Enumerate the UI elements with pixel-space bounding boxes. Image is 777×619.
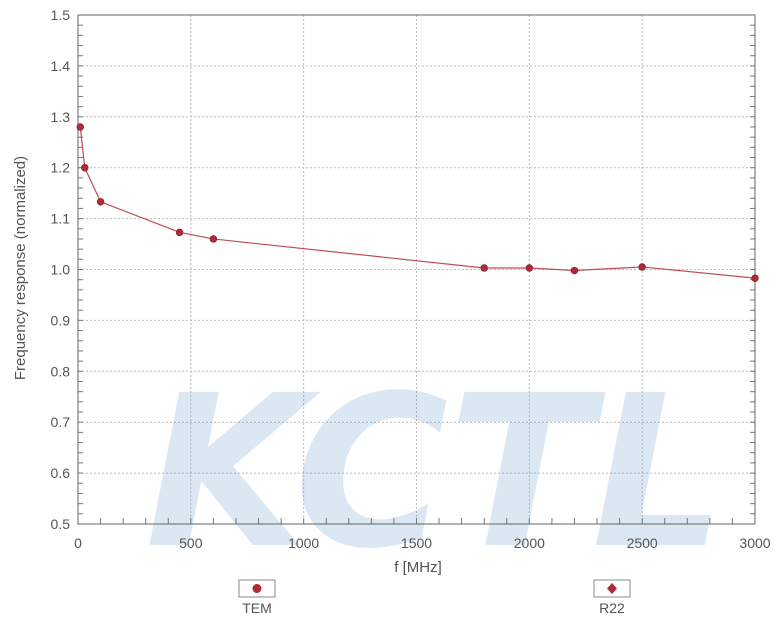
- x-tick-labels: 0 500 1000 1500 2000 2500 3000: [74, 535, 771, 551]
- x-tick-label: 2500: [627, 535, 658, 551]
- legend-label: TEM: [242, 600, 272, 616]
- x-tick-label: 3000: [739, 535, 770, 551]
- data-point: [638, 263, 646, 271]
- y-tick-label: 1.1: [51, 211, 71, 227]
- series-line-tem: [79, 126, 756, 279]
- y-tick-label: 1.5: [51, 7, 71, 23]
- data-point: [209, 235, 218, 243]
- x-tick-label: 0: [74, 535, 82, 551]
- y-tick-label: 1.2: [51, 160, 71, 176]
- legend: TEM R22: [238, 579, 631, 616]
- watermark: KCTL: [145, 350, 725, 595]
- y-tick-label: 0.9: [51, 312, 71, 328]
- data-point: [175, 228, 184, 237]
- legend-item-r22: R22: [593, 579, 631, 616]
- grid: [78, 15, 755, 524]
- y-tick-label: 1.4: [51, 58, 71, 74]
- data-point: [525, 264, 534, 272]
- x-tick-label: 2000: [514, 535, 545, 551]
- y-tick-label: 1.3: [51, 109, 71, 125]
- data-point: [96, 198, 105, 206]
- y-tick-label: 1.0: [51, 262, 71, 278]
- x-tick-label: 1500: [401, 535, 432, 551]
- legend-diamond-marker: [607, 583, 617, 594]
- y-tick-labels: 0.5 0.6 0.7 0.8 0.9 1.0 1.1 1.2 1.3 1.4 1.5: [51, 7, 71, 532]
- x-axis-title: f [MHz]: [394, 559, 442, 576]
- y-tick-label: 0.6: [51, 465, 71, 481]
- data-point: [76, 123, 84, 131]
- legend-label: R22: [599, 600, 625, 616]
- y-tick-label: 0.5: [51, 516, 71, 532]
- data-point: [751, 274, 759, 282]
- data-point: [480, 264, 488, 272]
- data-point: [570, 266, 579, 275]
- x-tick-label: 1000: [288, 535, 319, 551]
- series-layer: [76, 123, 759, 282]
- y-tick-label: 0.8: [51, 363, 71, 379]
- y-tick-label: 0.7: [51, 414, 71, 430]
- y-axis-title: Frequency response (normalized): [12, 156, 29, 380]
- plot-frame: [77, 14, 756, 525]
- legend-item-tem: TEM: [238, 579, 276, 616]
- data-point: [81, 164, 89, 172]
- x-tick-label: 500: [179, 535, 203, 551]
- legend-circle-marker: [252, 584, 262, 593]
